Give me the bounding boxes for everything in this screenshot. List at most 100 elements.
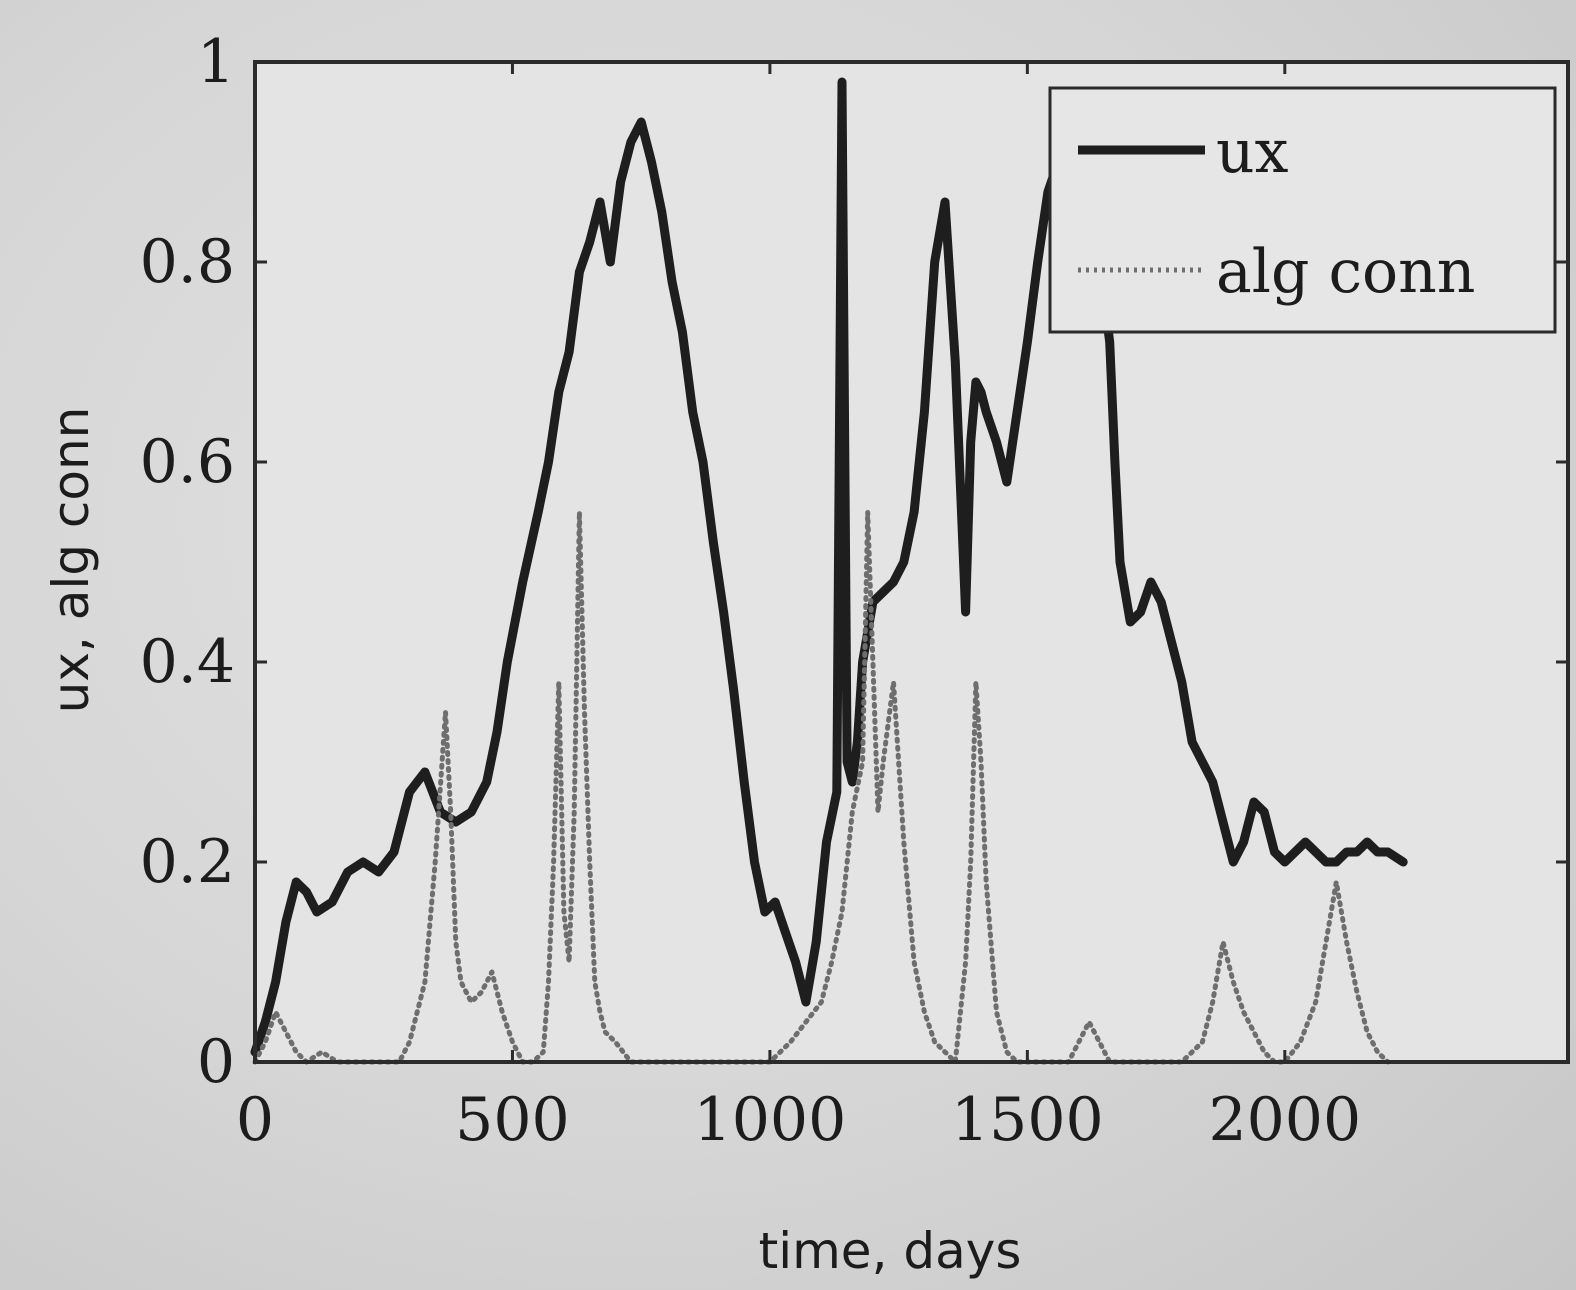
data-point-ux (815, 941, 817, 943)
data-point-ux (903, 561, 905, 563)
data-point-ux (331, 901, 333, 903)
data-point-ux (547, 461, 550, 463)
data-point-ux (537, 511, 539, 513)
data-point-alg-conn (444, 711, 447, 713)
data-point-ux (985, 411, 987, 413)
data-point-ux (892, 581, 895, 583)
data-point-ux (723, 611, 725, 613)
data-point-alg-conn (1088, 1021, 1090, 1023)
data-point-ux (506, 661, 508, 663)
data-point-ux (1026, 341, 1028, 343)
data-point-ux (1387, 851, 1389, 853)
data-point-alg-conn (923, 1011, 926, 1013)
data-point-ux (568, 351, 570, 353)
data-point-alg-conn (892, 681, 895, 683)
data-point-alg-conn (599, 1011, 601, 1013)
data-point-alg-conn (594, 981, 596, 983)
data-point-ux (1222, 821, 1224, 823)
data-point-alg-conn (424, 981, 426, 983)
data-point-ux (1160, 601, 1162, 603)
data-point-alg-conn (408, 1041, 411, 1043)
data-point-ux (558, 391, 560, 393)
data-point-ux (774, 901, 776, 903)
x-tick-label: 2000 (1208, 1085, 1361, 1155)
data-point-alg-conn (789, 1041, 792, 1043)
data-point-alg-conn (470, 1001, 472, 1003)
data-point-ux (424, 771, 426, 773)
data-point-ux (836, 791, 838, 793)
data-point-ux (1191, 741, 1193, 743)
data-point-ux (671, 281, 673, 283)
data-point-ux (362, 861, 364, 863)
data-point-alg-conn (867, 511, 869, 513)
data-point-alg-conn (805, 1021, 807, 1023)
data-point-ux (1273, 851, 1276, 853)
data-point-ux (1263, 811, 1265, 813)
x-tick-label: 1000 (694, 1085, 847, 1155)
data-point-ux (630, 141, 632, 143)
data-point-alg-conn (882, 761, 884, 763)
data-point-ux (764, 911, 766, 913)
data-point-ux (305, 891, 308, 893)
data-point-alg-conn (558, 681, 560, 683)
data-point-ux (589, 241, 591, 243)
data-point-ux (1129, 621, 1131, 623)
data-point-ux (681, 331, 684, 333)
data-point-ux (692, 411, 694, 413)
data-point-ux (1346, 851, 1348, 853)
data-point-alg-conn (1243, 1011, 1245, 1013)
y-tick-label: 0.2 (140, 827, 235, 897)
data-point-ux (841, 81, 843, 83)
data-point-ux (378, 871, 380, 873)
data-point-alg-conn (1325, 941, 1327, 943)
data-point-ux (650, 161, 653, 163)
y-tick-label: 0 (197, 1027, 235, 1097)
data-point-alg-conn (481, 991, 483, 993)
x-tick-label: 1500 (951, 1085, 1104, 1155)
data-point-ux (1284, 861, 1286, 863)
data-point-ux (1232, 861, 1234, 863)
data-point-ux (393, 851, 395, 853)
data-point-ux (1109, 341, 1111, 343)
data-point-alg-conn (1299, 1041, 1301, 1043)
data-point-alg-conn (491, 971, 493, 973)
data-point-ux (913, 511, 915, 513)
data-point-ux (316, 911, 318, 913)
data-point-ux (795, 961, 797, 963)
data-point-ux (264, 1021, 266, 1023)
data-point-ux (1037, 261, 1039, 263)
data-point-ux (980, 391, 982, 393)
data-point-alg-conn (563, 911, 565, 913)
data-point-alg-conn (450, 811, 452, 813)
legend-label-alg-conn: alg conn (1216, 237, 1475, 307)
data-point-alg-conn (841, 911, 843, 913)
data-point-ux (470, 811, 472, 813)
data-point-alg-conn (1376, 1051, 1379, 1053)
data-point-ux (578, 271, 581, 273)
data-point-ux (496, 731, 498, 733)
data-point-alg-conn (604, 1031, 606, 1033)
data-point-alg-conn (851, 811, 853, 813)
data-point-ux (1114, 461, 1116, 463)
data-point-alg-conn (573, 811, 575, 813)
data-point-ux (1243, 841, 1245, 843)
data-point-ux (1315, 851, 1317, 853)
data-point-alg-conn (511, 1041, 514, 1043)
data-point-alg-conn (614, 1041, 617, 1043)
data-point-ux (743, 781, 745, 783)
axes-frame (253, 60, 1570, 1064)
data-point-ux (882, 591, 884, 593)
y-tick-label: 0.4 (140, 627, 235, 697)
data-point-ux (1253, 801, 1255, 803)
data-point-alg-conn (321, 1051, 323, 1053)
data-point-alg-conn (877, 811, 879, 813)
data-point-ux (944, 201, 946, 203)
data-point-ux (1170, 641, 1173, 643)
data-point-alg-conn (264, 1041, 266, 1043)
data-point-ux (1304, 841, 1306, 843)
data-point-ux (522, 581, 524, 583)
data-point-ux (1140, 611, 1142, 613)
data-point-ux (1119, 561, 1121, 563)
